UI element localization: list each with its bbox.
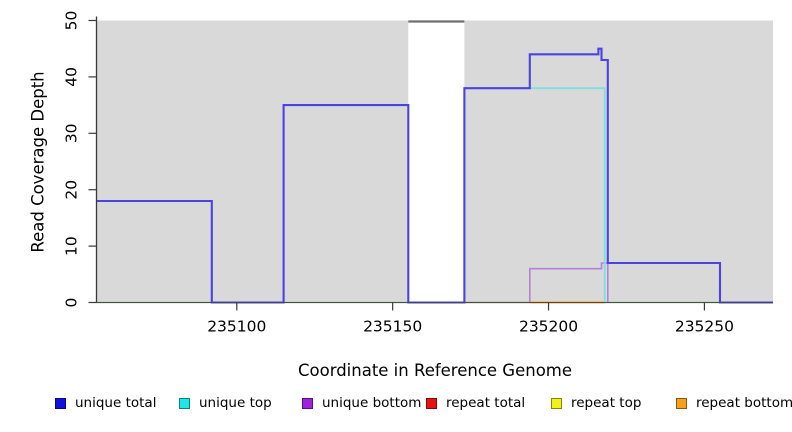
legend-label: repeat total [446, 395, 526, 411]
y-tick-label: 10 [63, 236, 81, 256]
y-tick-label: 40 [63, 67, 81, 87]
legend-swatch-unique-total [55, 397, 66, 409]
legend-swatch-unique-top [179, 397, 190, 409]
series-line-unique-total [96, 47, 773, 304]
legend-label: unique total [75, 395, 157, 411]
legend-item-repeat-bottom: repeat bottom [676, 395, 792, 411]
series-line-unique-bottom [528, 262, 609, 303]
x-tick-label: 235250 [675, 318, 734, 336]
x-tick-label: 235200 [519, 318, 578, 336]
x-tick-label: 235150 [363, 318, 422, 336]
legend-label: repeat bottom [696, 395, 792, 411]
legend-item-repeat-total: repeat total [426, 395, 525, 411]
legend-item-unique-bottom: unique bottom [302, 395, 421, 411]
legend-label: unique top [199, 395, 272, 411]
legend: unique total unique top unique bottom re… [0, 395, 792, 419]
legend-item-unique-top: unique top [179, 395, 272, 411]
legend-item-unique-total: unique total [55, 395, 156, 411]
y-tick-label: 50 [63, 11, 81, 31]
legend-swatch-repeat-total [426, 397, 437, 409]
x-axis-title: Coordinate in Reference Genome [297, 361, 573, 380]
legend-swatch-repeat-bottom [676, 397, 687, 409]
legend-label: repeat top [571, 395, 642, 411]
y-tick-label: 30 [63, 123, 81, 143]
legend-swatch-unique-bottom [302, 397, 313, 409]
legend-item-repeat-top: repeat top [551, 395, 641, 411]
y-tick-label: 0 [63, 298, 81, 308]
y-tick-label: 20 [63, 180, 81, 200]
y-axis-title: Read Coverage Depth [28, 71, 48, 253]
legend-swatch-repeat-top [551, 397, 562, 409]
legend-label: unique bottom [322, 395, 422, 411]
series-line-unique-top [529, 87, 606, 303]
offscale-band [408, 20, 465, 303]
x-tick-label: 235100 [207, 318, 266, 336]
